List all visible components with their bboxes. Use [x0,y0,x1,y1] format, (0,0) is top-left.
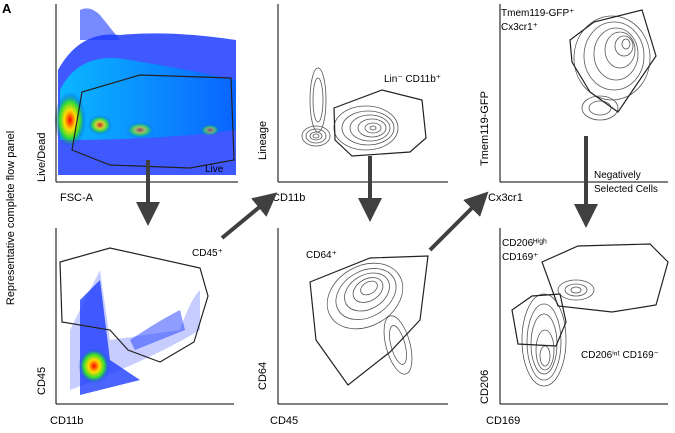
plot-live-gate: Live FSC-A Live/Dead [36,4,238,204]
arrow-cd45-to-lineage [220,192,278,240]
lineage-gate [333,89,427,157]
plot-lineage-gate: Lin⁻ CD11b⁺ CD11b Lineage [257,4,448,204]
plot-cd206-gate: CD206ᴴⁱᵍʰ CD169⁺ CD206ⁱⁿᵗ CD169⁻ CD169 C… [479,228,669,427]
xlabel: FSC-A [60,192,94,204]
ylabel: Lineage [257,121,269,160]
plot-tmem119-gate: Tmem119-GFP⁺ Cx3cr1⁺ Cx3cr1 Tmem119-GFP [479,4,668,204]
density-dots [54,8,236,180]
ylabel: Live/Dead [36,132,48,182]
contours [521,279,595,387]
contours [326,262,413,375]
xlabel: CD11b [50,415,83,427]
arrow-label-cd45: CD45⁺ [192,248,223,259]
density-dots [70,270,200,395]
gate-label-lin-cd11b: Lin⁻ CD11b⁺ [384,74,441,85]
arrow-label-selected-cells: Selected Cells [594,184,658,195]
ylabel: CD206 [479,370,491,404]
gate-label-tmem119: Tmem119-GFP⁺ [501,8,574,19]
live-gate [71,74,235,169]
gate-label-cd206high: CD206ᴴⁱᵍʰ [502,238,547,249]
plot-cd45-gate: CD11b CD45 [36,228,234,427]
cd206-high-gate [541,243,669,313]
contours [573,15,651,121]
gate-label-cd64: CD64⁺ [306,250,337,261]
ylabel: CD64 [257,362,269,390]
gate-label-live: Live [205,164,224,175]
arrow-cd64-to-tmem119 [428,191,489,252]
side-label: Representative complete flow panel [5,131,17,305]
ylabel: CD45 [36,367,48,395]
cd45-gate [59,247,209,363]
contours [301,67,399,151]
xlabel: CD45 [270,415,298,427]
xlabel: Cx3cr1 [488,192,523,204]
cd206-int-gate [511,293,567,347]
tmem119-gate [569,9,657,113]
gating-arrows [136,136,598,252]
xlabel: CD169 [486,415,520,427]
cd64-gate [309,255,429,386]
xlabel: CD11b [272,192,305,204]
gate-label-cx3cr1: Cx3cr1⁺ [501,22,538,33]
gate-label-cd206int: CD206ⁱⁿᵗ CD169⁻ [581,350,659,361]
ylabel: Tmem119-GFP [479,91,491,166]
plot-cd64-gate: CD64⁺ CD45 CD64 [257,228,448,427]
gate-label-cd169plus: CD169⁺ [502,252,538,263]
arrow-label-negatively: Negatively [594,170,641,181]
panel-letter: A [2,1,12,16]
